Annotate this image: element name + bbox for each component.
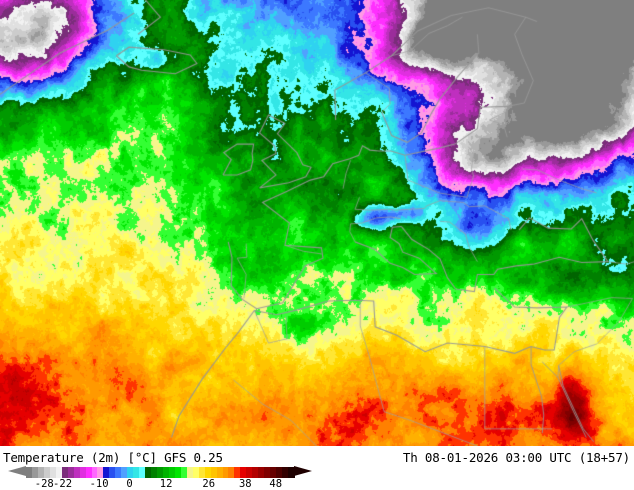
map-title: Temperature (2m) [°C] GFS 0.25 (3, 450, 223, 465)
colorbar-right-arrow-icon (294, 466, 312, 476)
colorbar-segment (240, 467, 247, 478)
colorbar-segment (246, 467, 253, 478)
colorbar-segment (127, 467, 134, 478)
colorbar-segment (198, 467, 206, 478)
colorbar-segment (43, 467, 51, 478)
map-footer: Temperature (2m) [°C] GFS 0.25 Th 08-01-… (0, 446, 634, 490)
colorbar-segment (276, 467, 283, 478)
colorbar-tick: 12 (159, 478, 173, 490)
colorbar-segment (37, 467, 45, 478)
colorbar-segment (168, 467, 176, 478)
colorbar-segment (288, 467, 295, 478)
colorbar-segment (270, 467, 277, 478)
colorbar-segment (192, 467, 200, 478)
colorbar-tick: -22 (53, 478, 73, 490)
colorbar-segment (162, 467, 170, 478)
colorbar-segment (121, 467, 128, 478)
colorbar-tick: 38 (238, 478, 252, 490)
colorbar-segment (210, 467, 218, 478)
colorbar-segment (186, 467, 194, 478)
colorbar-segment (31, 467, 39, 478)
colorbar-segment (115, 467, 122, 478)
colorbar-tick: 26 (202, 478, 216, 490)
colorbar-segment (216, 467, 224, 478)
colorbar-segment (252, 467, 259, 478)
colorbar-segment (151, 467, 158, 478)
colorbar-segment (97, 467, 104, 478)
colorbar-segment (204, 467, 212, 478)
colorbar-segment (139, 467, 146, 478)
colorbar-tick-labels: -28 -22 -10 0 12 26 38 48 (0, 478, 320, 490)
colorbar-segment (61, 467, 69, 478)
colorbar-segment (79, 467, 87, 478)
colorbar-segment (85, 467, 93, 478)
temperature-map-panel[interactable] (0, 0, 634, 446)
colorbar-segment (109, 467, 116, 478)
temperature-colorbar[interactable]: -28 -22 -10 0 12 26 38 48 (0, 466, 320, 490)
colorbar-segment (174, 467, 182, 478)
colorbar-segment (228, 467, 236, 478)
colorbar-segment (49, 467, 57, 478)
colorbar-segment (157, 467, 164, 478)
colorbar-segment (234, 467, 241, 478)
colorbar-tick: 48 (269, 478, 283, 490)
colorbar-segment (264, 467, 271, 478)
colorbar-segment (26, 467, 33, 478)
colorbar-segment (282, 467, 289, 478)
colorbar-tick: -28 (34, 478, 54, 490)
colorbar-segment (55, 467, 63, 478)
colorbar-segment (145, 467, 152, 478)
colorbar-segment (91, 467, 99, 478)
colorbar-segment (67, 467, 75, 478)
colorbar-segment (103, 467, 110, 478)
colorbar-segment (258, 467, 265, 478)
colorbar-segment (180, 467, 188, 478)
colorbar-segment (133, 467, 140, 478)
temperature-map-canvas[interactable] (0, 0, 634, 446)
colorbar-tick: -10 (89, 478, 109, 490)
colorbar-segment (73, 467, 81, 478)
colorbar-segment (222, 467, 230, 478)
colorbar-gradient (26, 467, 295, 478)
colorbar-tick: 0 (126, 478, 133, 490)
colorbar-left-arrow-icon (8, 466, 26, 476)
valid-time-label: Th 08-01-2026 03:00 UTC (18+57) (402, 450, 630, 465)
